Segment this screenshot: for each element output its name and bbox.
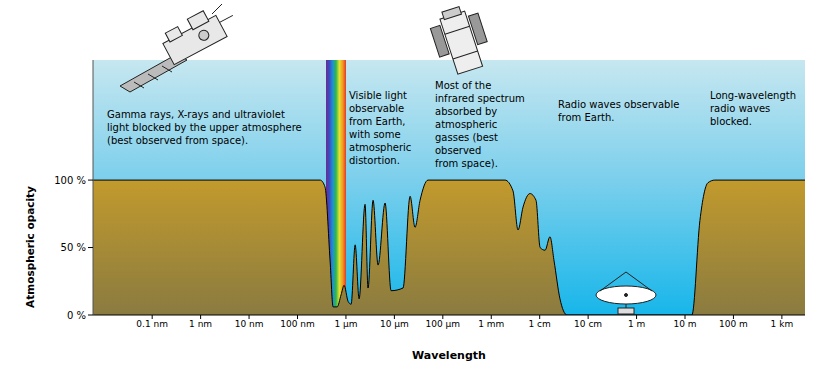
html-text:light blocked by the upper atm: light blocked by the upper atmosphere bbox=[107, 122, 302, 133]
svg-text:100 µm: 100 µm bbox=[426, 319, 461, 329]
html-text:Gamma rays, X-rays and ultravi: Gamma rays, X-rays and ultraviolet bbox=[107, 109, 285, 120]
svg-text:50 %: 50 % bbox=[61, 242, 86, 253]
svg-text:Wavelength: Wavelength bbox=[412, 349, 486, 362]
svg-text:Atmospheric opacity: Atmospheric opacity bbox=[24, 186, 36, 308]
html-text:atmospheric: atmospheric bbox=[435, 119, 498, 130]
svg-text:0.1 nm: 0.1 nm bbox=[136, 319, 168, 329]
html-text:from Earth.: from Earth. bbox=[558, 112, 615, 123]
svg-text:10 µm: 10 µm bbox=[380, 319, 409, 329]
html-text:blocked.: blocked. bbox=[710, 116, 752, 127]
svg-text:1 µm: 1 µm bbox=[334, 319, 357, 329]
html-text:absorbed by: absorbed by bbox=[435, 106, 498, 117]
svg-text:100 %: 100 % bbox=[54, 175, 86, 186]
svg-text:1 km: 1 km bbox=[771, 319, 794, 329]
svg-text:1 nm: 1 nm bbox=[189, 319, 212, 329]
html-text:(best observed from space).: (best observed from space). bbox=[107, 135, 249, 146]
svg-text:10 m: 10 m bbox=[673, 319, 696, 329]
html-text:gasses (best: gasses (best bbox=[435, 132, 498, 143]
svg-text:10 cm: 10 cm bbox=[574, 319, 602, 329]
svg-text:1 cm: 1 cm bbox=[529, 319, 551, 329]
html-text:distortion.: distortion. bbox=[349, 155, 400, 166]
html-text:observable: observable bbox=[349, 103, 405, 114]
svg-text:1 m: 1 m bbox=[628, 319, 645, 329]
html-text:Radio waves observable: Radio waves observable bbox=[558, 99, 680, 110]
html-text:from Earth,: from Earth, bbox=[349, 116, 406, 127]
html-text:with some: with some bbox=[349, 129, 401, 140]
html-text:radio waves: radio waves bbox=[710, 103, 771, 114]
html-text:Long-wavelength: Long-wavelength bbox=[710, 90, 797, 101]
svg-text:100 m: 100 m bbox=[719, 319, 748, 329]
svg-text:0 %: 0 % bbox=[67, 310, 86, 321]
html-text:Most of the: Most of the bbox=[435, 80, 492, 91]
html-text:from space).: from space). bbox=[435, 158, 498, 169]
svg-text:100 nm: 100 nm bbox=[280, 319, 315, 329]
html-text:infrared spectrum: infrared spectrum bbox=[435, 93, 525, 104]
svg-text:10 nm: 10 nm bbox=[235, 319, 264, 329]
html-text:Visible light: Visible light bbox=[349, 90, 407, 101]
html-text:observed: observed bbox=[435, 145, 482, 156]
svg-text:1 mm: 1 mm bbox=[478, 319, 504, 329]
html-text:atmospheric: atmospheric bbox=[349, 142, 412, 153]
